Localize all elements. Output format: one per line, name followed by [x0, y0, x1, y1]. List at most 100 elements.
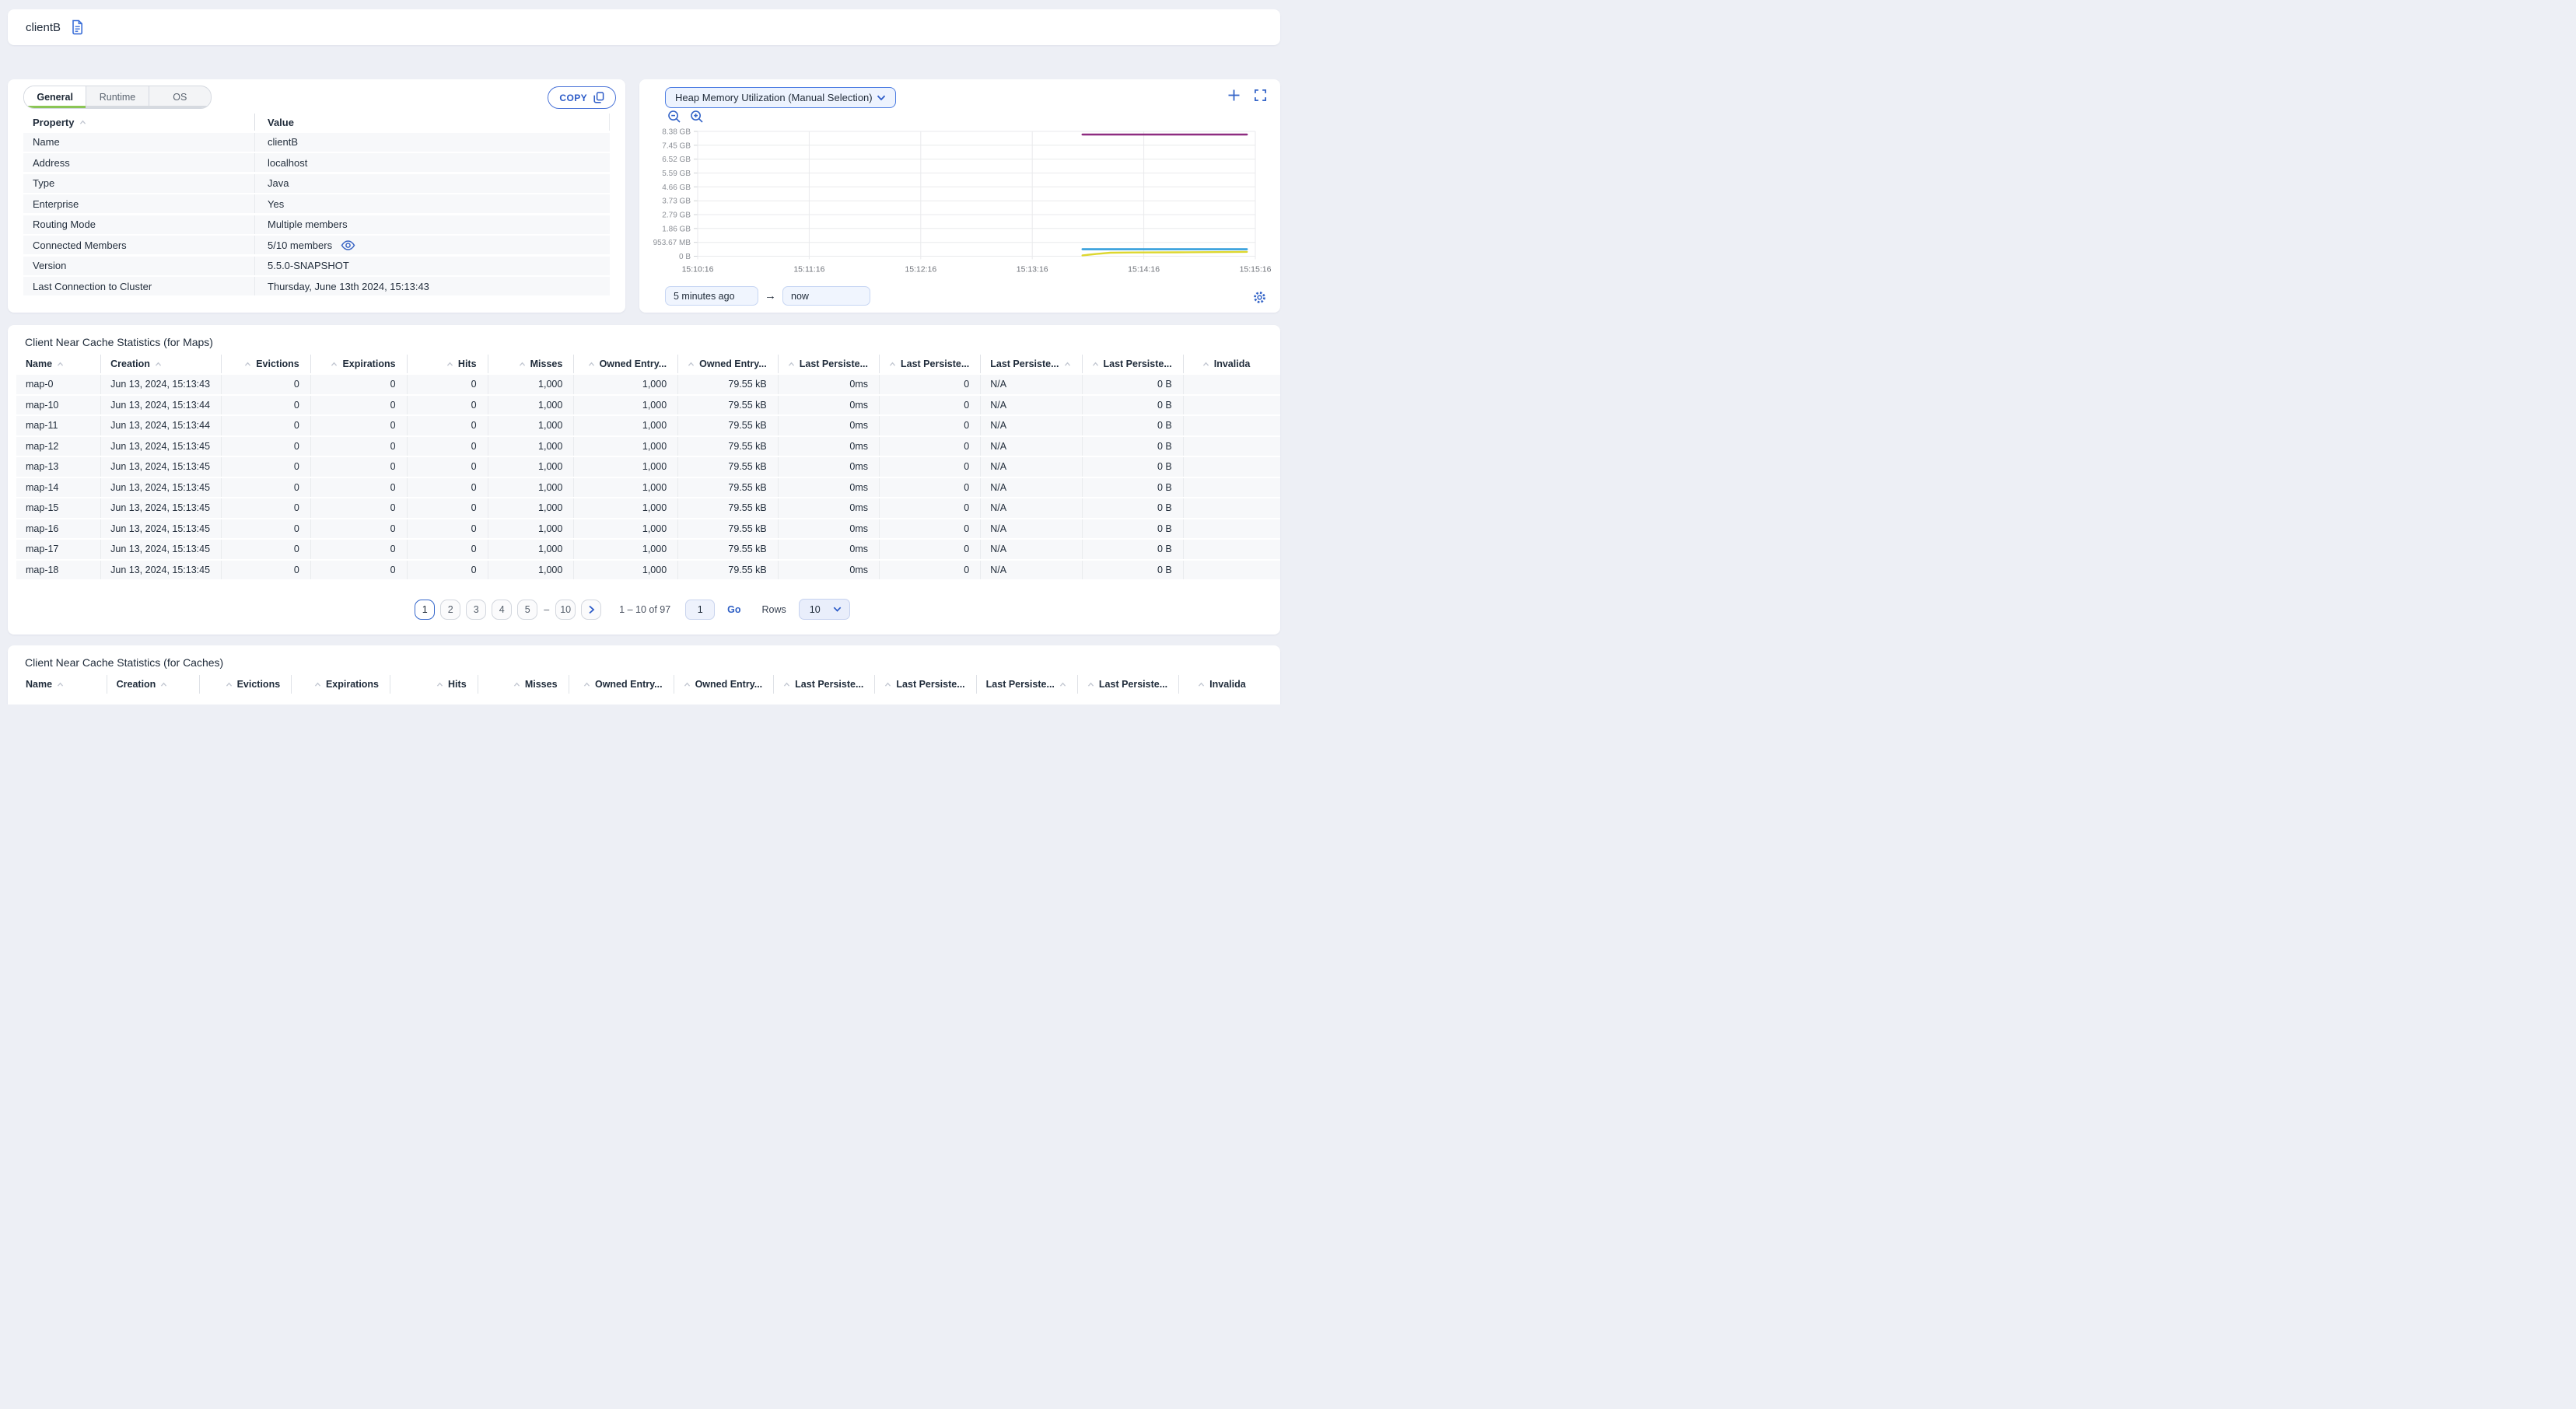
eye-icon[interactable]	[341, 239, 355, 250]
table-cell: 0 B	[1081, 519, 1183, 538]
rows-per-page-value: 10	[809, 603, 821, 615]
column-header-property[interactable]: Property	[23, 117, 254, 128]
table-cell: 0	[406, 436, 488, 456]
pagination-page-1[interactable]: 1	[415, 599, 436, 620]
column-header-last-persiste[interactable]: Last Persiste...	[879, 355, 980, 373]
column-header-value[interactable]: Value	[254, 114, 609, 131]
property-name-cell: Enterprise	[33, 198, 79, 210]
sort-caret-icon	[889, 362, 896, 367]
table-row[interactable]: map-16 Jun 13, 2024, 15:13:45 0 0 0 1,000 1,00…	[16, 519, 1280, 538]
pagination-page-5[interactable]: 5	[517, 599, 538, 620]
table-row[interactable]: map-15 Jun 13, 2024, 15:13:45 0 0 0 1,000 1,00…	[16, 498, 1280, 518]
column-header-invalida[interactable]: Invalida	[1182, 355, 1280, 373]
tab-general[interactable]: General	[24, 86, 86, 108]
column-header-name[interactable]: Name	[16, 355, 100, 373]
svg-text:15:11:16: 15:11:16	[793, 265, 824, 274]
table-cell: 79.55 kB	[677, 519, 778, 538]
pagination-next-button[interactable]	[581, 599, 602, 620]
svg-text:3.73 GB: 3.73 GB	[662, 198, 691, 206]
table-cell	[1182, 375, 1280, 394]
page: clientB General Runtime OS COPY Property V…	[0, 0, 1288, 704]
table-cell: 0	[221, 395, 310, 414]
column-header-owned-entry[interactable]: Owned Entry...	[677, 355, 778, 373]
table-cell: 1,000	[487, 416, 574, 435]
page-jump-input[interactable]	[685, 599, 716, 620]
property-value-cell: clientB	[254, 132, 610, 152]
column-header-last-persiste[interactable]: Last Persiste...	[874, 675, 975, 694]
heap-memory-chart[interactable]: 8.38 GB 7.45 GB 6.52 GB 5.59 GB 4.66 GB 3.73 …	[639, 123, 1280, 288]
table-cell: 0	[879, 519, 981, 538]
column-header-name[interactable]: Name	[16, 675, 107, 694]
table-cell: 79.55 kB	[677, 436, 778, 456]
document-icon[interactable]	[71, 19, 84, 35]
column-header-last-persiste[interactable]: Last Persiste...	[1076, 675, 1178, 694]
rows-per-page-select[interactable]: 10	[798, 599, 850, 620]
zoom-out-icon[interactable]	[667, 110, 681, 124]
table-cell: 0	[406, 477, 488, 497]
column-header-evictions[interactable]: Evictions	[221, 355, 310, 373]
column-header-owned-entry[interactable]: Owned Entry...	[568, 675, 674, 694]
pagination-page-2[interactable]: 2	[440, 599, 461, 620]
table-row[interactable]: map-13 Jun 13, 2024, 15:13:45 0 0 0 1,000 1,00…	[16, 457, 1280, 477]
table-row[interactable]: map-14 Jun 13, 2024, 15:13:45 0 0 0 1,000 1,00…	[16, 477, 1280, 497]
column-header-hits[interactable]: Hits	[406, 355, 488, 373]
table-row[interactable]: map-18 Jun 13, 2024, 15:13:45 0 0 0 1,000 1,00…	[16, 560, 1280, 579]
pagination-page-4[interactable]: 4	[492, 599, 513, 620]
settings-gear-icon[interactable]	[1252, 290, 1267, 305]
pagination-page-last[interactable]: 10	[555, 599, 576, 620]
column-header-hits[interactable]: Hits	[390, 675, 478, 694]
sort-caret-icon	[884, 682, 891, 687]
add-chart-icon[interactable]	[1227, 89, 1241, 102]
table-cell: map-14	[16, 477, 101, 497]
column-header-creation[interactable]: Creation	[100, 355, 221, 373]
maps-stats-card: Client Near Cache Statistics (for Maps) …	[8, 325, 1280, 635]
table-cell: map-12	[16, 436, 101, 456]
tab-os[interactable]: OS	[148, 86, 211, 108]
time-from-input[interactable]	[665, 286, 758, 306]
table-cell: Jun 13, 2024, 15:13:45	[100, 436, 222, 456]
column-header-last-persiste[interactable]: Last Persiste...	[980, 355, 1081, 373]
metric-dropdown[interactable]: Heap Memory Utilization (Manual Selectio…	[665, 87, 896, 108]
table-cell: Jun 13, 2024, 15:13:45	[100, 498, 222, 518]
table-row[interactable]: map-10 Jun 13, 2024, 15:13:44 0 0 0 1,000 1,00…	[16, 395, 1280, 414]
table-cell: N/A	[980, 395, 1082, 414]
column-header-misses[interactable]: Misses	[487, 355, 574, 373]
column-header-last-persiste[interactable]: Last Persiste...	[777, 355, 879, 373]
table-cell: 0ms	[777, 519, 879, 538]
property-value-cell: Multiple members	[254, 215, 610, 234]
tab-runtime[interactable]: Runtime	[86, 86, 148, 108]
column-header-misses[interactable]: Misses	[477, 675, 569, 694]
pagination-page-3[interactable]: 3	[466, 599, 487, 620]
table-cell	[1182, 560, 1280, 579]
time-to-input[interactable]	[782, 286, 870, 306]
sort-caret-icon	[688, 362, 695, 367]
table-row[interactable]: map-11 Jun 13, 2024, 15:13:44 0 0 0 1,000 1,00…	[16, 416, 1280, 435]
svg-text:4.66 GB: 4.66 GB	[662, 184, 691, 192]
column-header-invalida[interactable]: Invalida	[1178, 675, 1280, 694]
copy-button[interactable]: COPY	[548, 86, 616, 109]
column-header-owned-entry[interactable]: Owned Entry...	[573, 355, 677, 373]
column-header-expirations[interactable]: Expirations	[291, 675, 390, 694]
go-button[interactable]: Go	[727, 603, 741, 615]
table-cell: N/A	[980, 498, 1082, 518]
table-row[interactable]: map-0 Jun 13, 2024, 15:13:43 0 0 0 1,000 1,000…	[16, 375, 1280, 394]
table-cell: 1,000	[573, 540, 678, 559]
column-header-last-persiste[interactable]: Last Persiste...	[975, 675, 1077, 694]
fullscreen-icon[interactable]	[1254, 89, 1267, 102]
chart-card: Heap Memory Utilization (Manual Selectio…	[639, 79, 1280, 313]
table-cell: 1,000	[487, 498, 574, 518]
table-cell: 1,000	[487, 560, 574, 579]
arrow-right-icon: →	[765, 289, 776, 302]
column-header-expirations[interactable]: Expirations	[310, 355, 407, 373]
column-header-last-persiste[interactable]: Last Persiste...	[1081, 355, 1183, 373]
table-cell: 0	[879, 560, 981, 579]
table-row[interactable]: map-17 Jun 13, 2024, 15:13:45 0 0 0 1,000 1,00…	[16, 540, 1280, 559]
column-header-owned-entry[interactable]: Owned Entry...	[673, 675, 774, 694]
table-row[interactable]: map-12 Jun 13, 2024, 15:13:45 0 0 0 1,000 1,00…	[16, 436, 1280, 456]
zoom-in-icon[interactable]	[690, 110, 704, 124]
column-header-creation[interactable]: Creation	[106, 675, 199, 694]
column-header-evictions[interactable]: Evictions	[198, 675, 292, 694]
table-cell: 0 B	[1081, 416, 1183, 435]
column-header-last-persiste[interactable]: Last Persiste...	[773, 675, 874, 694]
table-cell: 0	[879, 436, 981, 456]
